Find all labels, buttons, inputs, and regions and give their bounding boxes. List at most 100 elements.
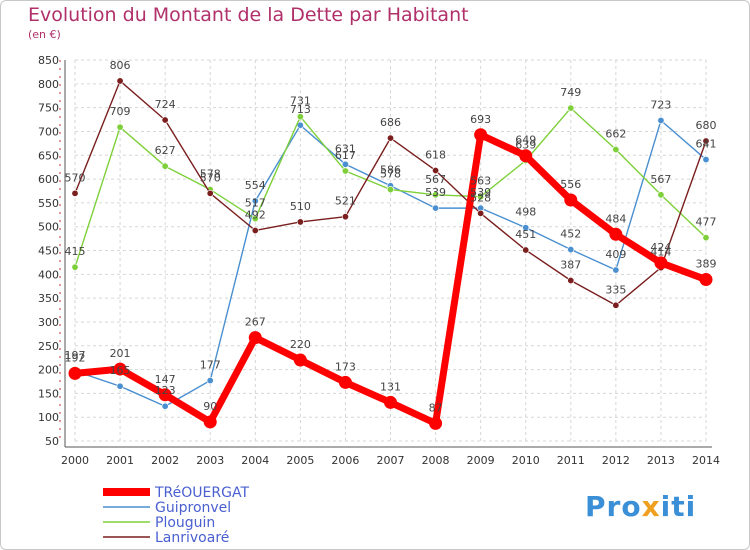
series-lines: [68, 77, 713, 430]
data-label: 477: [696, 216, 717, 229]
data-point: [702, 156, 710, 164]
data-point: [206, 189, 214, 197]
data-label: 452: [560, 228, 581, 241]
data-point: [522, 224, 530, 232]
x-tick-label: 2009: [467, 454, 495, 467]
y-tick-label: 550: [38, 197, 59, 210]
x-tick-label: 2012: [602, 454, 630, 467]
y-tick-label: 300: [38, 316, 59, 329]
data-label: 201: [110, 347, 131, 360]
data-label: 451: [515, 228, 536, 241]
x-tick-label: 2014: [692, 454, 720, 467]
data-label: 631: [335, 142, 356, 155]
data-point: [522, 246, 530, 254]
data-point: [386, 134, 394, 142]
data-point: [71, 263, 79, 271]
x-tick-label: 2005: [286, 454, 314, 467]
data-label: 131: [380, 380, 401, 393]
data-point: [609, 227, 623, 241]
data-point: [248, 331, 262, 345]
data-label: 539: [425, 186, 446, 199]
y-tick-label: 350: [38, 292, 59, 305]
axes: 50 100 150 200 250 300 350 400 450 500 550 600 650 70…: [38, 54, 720, 467]
data-point: [206, 377, 214, 385]
data-label: 498: [515, 206, 536, 219]
data-label: 563: [470, 175, 491, 188]
data-label: 539: [470, 186, 491, 199]
data-label: 617: [335, 149, 356, 162]
y-tick-label: 450: [38, 245, 59, 258]
data-label: 192: [65, 351, 86, 364]
data-label: 90: [203, 400, 217, 413]
y-tick-label: 200: [38, 364, 59, 377]
grid: [74, 59, 707, 442]
data-label: 415: [65, 245, 86, 258]
data-label: 649: [515, 134, 536, 147]
data-label: 87: [429, 401, 443, 414]
data-point: [341, 160, 349, 168]
data-point: [432, 191, 440, 199]
data-label: 492: [245, 208, 266, 221]
data-label: 409: [605, 248, 626, 261]
data-label: 639: [515, 138, 536, 151]
y-tick-label: 150: [38, 387, 59, 400]
data-point: [567, 277, 575, 285]
y-tick-label: 250: [38, 340, 59, 353]
data-label: 517: [245, 197, 266, 210]
data-label: 510: [290, 200, 311, 213]
data-label: 147: [155, 373, 176, 386]
data-label: 197: [65, 349, 86, 362]
data-label: 389: [696, 258, 717, 271]
chart-subtitle: (en €): [28, 28, 61, 41]
chart-title: Evolution du Montant de la Dette par Hab…: [28, 4, 469, 26]
data-point: [251, 215, 259, 223]
data-label: 749: [560, 86, 581, 99]
data-label: 709: [110, 105, 131, 118]
data-label: 724: [155, 98, 176, 111]
y-tick-label: 600: [38, 173, 59, 186]
data-point: [338, 375, 352, 389]
data-label: 662: [605, 128, 626, 141]
y-tick-label: 700: [38, 125, 59, 138]
data-label: 570: [65, 171, 86, 184]
data-label: 556: [560, 178, 581, 191]
data-label: 424: [650, 241, 671, 254]
data-point: [251, 226, 259, 234]
data-point: [116, 123, 124, 131]
x-tick-label: 2013: [647, 454, 675, 467]
y-tick-label: 750: [38, 102, 59, 115]
data-label: 578: [200, 168, 221, 181]
data-point: [116, 77, 124, 85]
data-label: 414: [650, 246, 671, 259]
data-point: [477, 193, 485, 201]
legend-label: Guipronvel: [155, 500, 231, 516]
logo-part-1: Pro: [585, 490, 642, 523]
proxiti-logo: Proxiti: [585, 490, 696, 523]
data-point: [612, 301, 620, 309]
data-point: [477, 209, 485, 217]
data-point: [474, 128, 488, 142]
data-point: [657, 116, 665, 124]
data-label: 567: [425, 173, 446, 186]
data-label: 554: [245, 179, 266, 192]
x-tick-label: 2011: [557, 454, 585, 467]
data-point: [116, 382, 124, 390]
data-label: 686: [380, 116, 401, 129]
data-label: 713: [290, 103, 311, 116]
data-point: [71, 189, 79, 197]
data-point: [432, 204, 440, 212]
data-label: 618: [425, 148, 446, 161]
x-tick-label: 2008: [422, 454, 450, 467]
x-tick-label: 2002: [151, 454, 179, 467]
logo-part-2: x: [641, 490, 661, 523]
data-labels: 197 165 123 177 554 713 631 586 539 539 498 452 409 7…: [65, 59, 717, 414]
data-point: [432, 166, 440, 174]
data-label: 680: [696, 119, 717, 132]
data-label: 521: [335, 195, 356, 208]
data-point: [386, 186, 394, 194]
x-tick-label: 2010: [512, 454, 540, 467]
x-tick-label: 2006: [331, 454, 359, 467]
data-point: [161, 162, 169, 170]
data-label: 586: [380, 164, 401, 177]
